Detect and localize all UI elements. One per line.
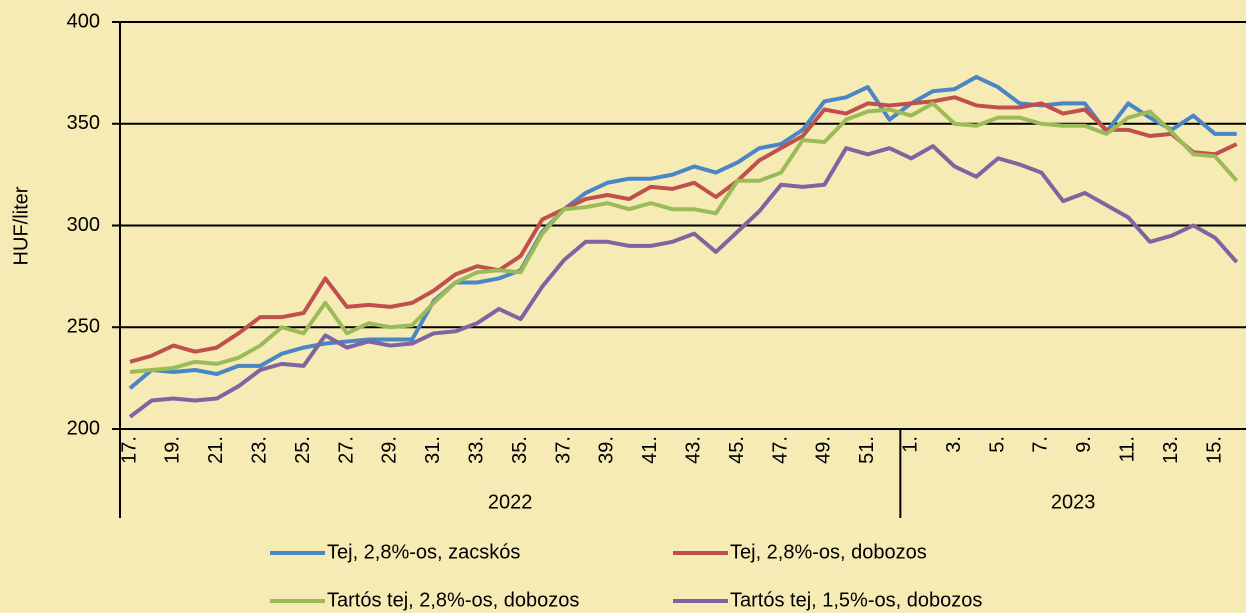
x-tick-label: 17. [118,436,140,464]
x-tick-label: 31. [422,436,444,464]
x-tick-label: 43. [682,436,704,464]
x-tick-label: 1. [899,436,921,453]
y-axis-label: HUF/liter [10,186,32,265]
x-tick-label: 15. [1203,436,1225,464]
group-label: 2022 [488,491,533,513]
x-tick-label: 45. [726,436,748,464]
x-tick-label: 5. [986,436,1008,453]
x-tick-label: 47. [769,436,791,464]
legend-label: Tartós tej, 1,5%-os, dobozos [730,589,982,611]
x-tick-label: 23. [248,436,270,464]
x-tick-label: 25. [292,436,314,464]
x-tick-label: 49. [813,436,835,464]
x-tick-label: 51. [856,436,878,464]
legend-label: Tej, 2,8%-os, zacskós [327,541,520,563]
legend-label: Tartós tej, 2,8%-os, dobozos [327,589,579,611]
x-tick-label: 11. [1116,436,1138,462]
y-tick-label: 200 [67,417,100,439]
x-tick-label: 19. [162,436,184,464]
line-series [128,74,1237,390]
y-tick-label: 250 [67,316,100,338]
group-label: 2023 [1051,491,1096,513]
x-tick-label: 29. [379,436,401,464]
line-series [128,144,1239,419]
line-series [129,101,1239,375]
x-tick-label: 27. [335,436,357,464]
legend-label: Tej, 2,8%-os, dobozos [730,541,927,563]
y-tick-label: 350 [67,112,100,134]
x-tick-label: 33. [465,436,487,464]
line-series [129,95,1238,364]
x-tick-label: 7. [1030,436,1052,453]
x-tick-label: 35. [509,436,531,464]
y-tick-label: 300 [67,214,100,236]
x-tick-label: 41. [639,436,661,464]
x-tick-label: 13. [1160,436,1182,464]
x-tick-label: 37. [552,436,574,464]
x-tick-label: 21. [205,436,227,464]
x-tick-label: 39. [596,436,618,464]
x-tick-label: 3. [943,436,965,453]
x-tick-label: 9. [1073,436,1095,453]
y-tick-label: 400 [67,10,100,32]
